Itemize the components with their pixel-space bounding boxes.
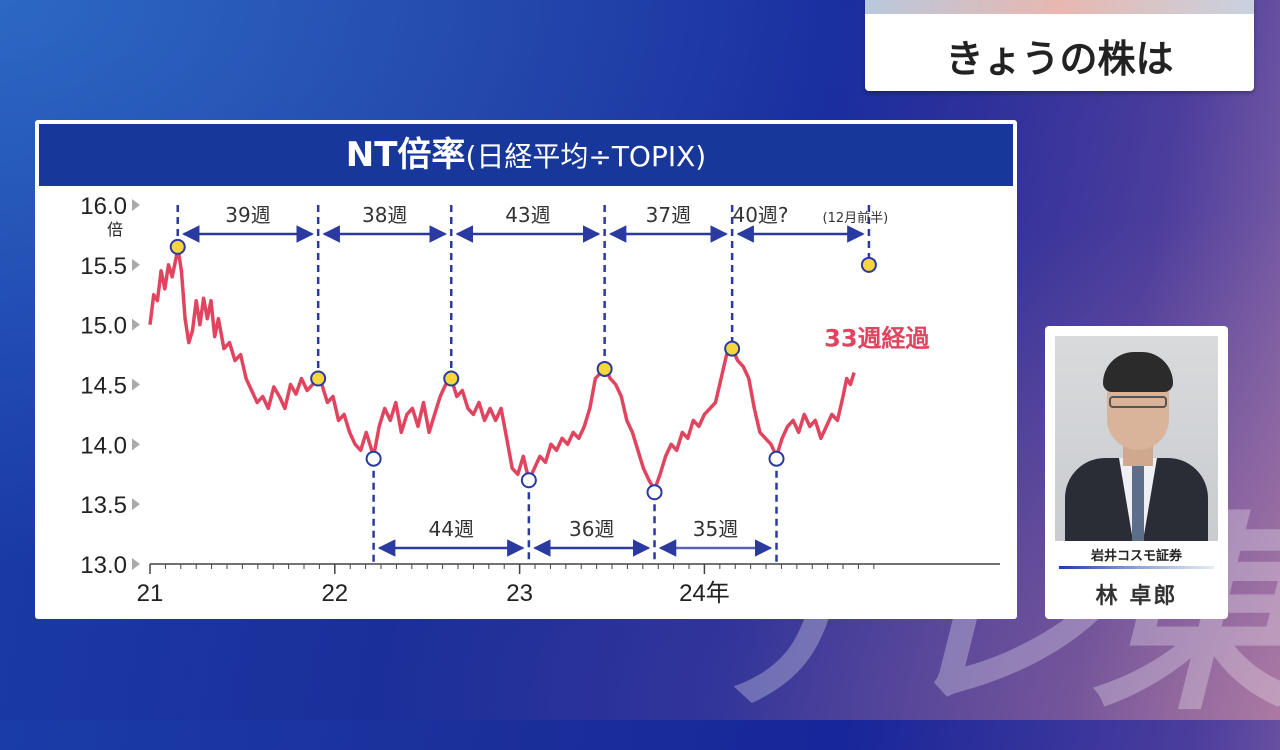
peak-marker	[169, 238, 186, 255]
y-tick-arrow	[132, 199, 140, 211]
analyst-name: 林 卓郎	[1095, 584, 1178, 609]
topic-box: きょうの株は	[865, 0, 1254, 91]
y-tick-label: 15.0	[80, 313, 127, 340]
y-tick-label: 14.5	[80, 373, 127, 400]
bottom-interval-label: 35週	[693, 517, 738, 541]
top-interval-label: 43週	[505, 203, 550, 227]
top-interval-label: 38週	[362, 203, 407, 227]
chart-title-bar: NT倍率(日経平均÷TOPIX)	[39, 124, 1013, 186]
x-tick-label: 21	[137, 580, 164, 607]
analyst-company: 岩井コスモ証券	[1090, 549, 1182, 564]
top-interval-note: (12月前半)	[823, 210, 889, 226]
analyst-card: 岩井コスモ証券 林 卓郎	[1045, 326, 1228, 619]
chart-card: NT倍率(日経平均÷TOPIX) 16.0 15.5 15.0 14.5 14.0 13.…	[35, 120, 1017, 619]
y-tick-arrow	[132, 498, 140, 511]
peak-marker	[310, 370, 327, 387]
y-tick-label: 14.0	[80, 432, 127, 459]
peak-marker	[724, 340, 741, 357]
y-tick-arrow	[132, 258, 140, 271]
top-interval-label: 40週?	[732, 203, 788, 227]
y-tick-label: 13.0	[80, 552, 127, 579]
y-axis-unit: 倍	[107, 220, 123, 239]
peak-marker	[443, 370, 460, 387]
x-tick-label: 24年	[679, 580, 730, 607]
trough-marker	[365, 450, 382, 467]
company-divider	[1059, 566, 1214, 569]
y-tick-arrow	[132, 558, 140, 570]
projection-marker	[860, 256, 877, 273]
bottom-interval-label: 36週	[569, 517, 614, 541]
analyst-photo	[1055, 336, 1218, 541]
trough-marker	[646, 484, 663, 501]
y-tick-label: 16.0	[80, 193, 127, 220]
x-tick-label: 23	[506, 580, 533, 607]
topic-accent-bar	[865, 0, 1254, 14]
bottom-interval-label: 44週	[429, 517, 474, 541]
trough-marker	[520, 472, 537, 489]
nt-ratio-line	[148, 245, 856, 492]
y-tick-label: 13.5	[80, 492, 127, 519]
x-tick-label: 22	[321, 580, 348, 607]
y-tick-arrow	[132, 378, 140, 391]
peak-marker	[596, 360, 613, 377]
top-interval-label: 39週	[225, 203, 270, 227]
chart-subtitle: (日経平均÷TOPIX)	[465, 140, 707, 173]
elapsed-weeks-annotation: 33週経過	[824, 325, 930, 353]
y-tick-arrow	[132, 438, 140, 451]
nt-ratio-chart: 16.0 15.5 15.0 14.5 14.0 13.5 13.0 倍 21 22 23 24年 3…	[80, 193, 1000, 607]
trough-marker	[768, 450, 785, 467]
topic-label: きょうの株は	[945, 37, 1174, 81]
chart-title: NT倍率	[345, 135, 466, 175]
y-tick-label: 15.5	[80, 253, 127, 280]
top-interval-label: 37週	[646, 203, 691, 227]
y-tick-arrow	[132, 318, 140, 331]
